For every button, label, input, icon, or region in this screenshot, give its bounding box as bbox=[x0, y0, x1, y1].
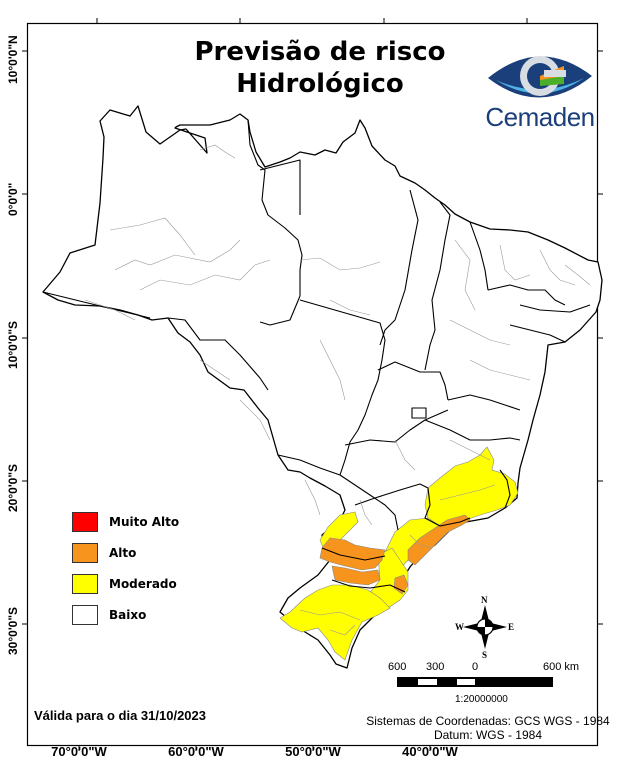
risk-alto-regions bbox=[319, 514, 471, 595]
lat-label-10s: 10°0'0"S bbox=[6, 320, 20, 369]
compass-e: E bbox=[508, 622, 515, 632]
validity-date: Válida para o dia 31/10/2023 bbox=[34, 708, 206, 723]
compass-n: N bbox=[481, 595, 488, 605]
legend-item-baixo: Baixo bbox=[72, 599, 179, 630]
legend-swatch-moderado bbox=[72, 573, 98, 594]
scale-bar bbox=[397, 677, 553, 687]
legend-item-alto: Alto bbox=[72, 537, 179, 568]
legend-swatch-baixo bbox=[72, 604, 98, 625]
region-boundaries bbox=[84, 144, 591, 636]
legend-label: Baixo bbox=[109, 607, 147, 622]
brazil-outline bbox=[42, 105, 603, 669]
lon-label-70w: 70°0'0"W bbox=[51, 744, 107, 759]
map-title: Previsão de risco Hidrológico bbox=[160, 36, 480, 100]
legend-label: Moderado bbox=[109, 576, 177, 591]
lon-label-50w: 50°0'0"W bbox=[285, 744, 341, 759]
lat-label-30s: 30°0'0"S bbox=[6, 606, 20, 655]
legend-item-moderado: Moderado bbox=[72, 568, 179, 599]
lat-label-0: 0°0'0" bbox=[6, 182, 20, 216]
scale-label-300: 300 bbox=[426, 661, 445, 673]
title-line-2: Hidrológico bbox=[236, 69, 404, 99]
datum: Datum: WGS - 1984 bbox=[433, 728, 543, 742]
scale-label-600-km: 600 km bbox=[543, 661, 580, 673]
logo-text: Cemaden bbox=[485, 102, 595, 132]
scale-label-0: 0 bbox=[472, 661, 479, 673]
legend-swatch-alto bbox=[72, 542, 98, 563]
scale-ratio: 1:20000000 bbox=[455, 694, 508, 705]
lon-label-40w: 40°0'0"W bbox=[402, 744, 458, 759]
legend-label: Muito Alto bbox=[109, 514, 180, 529]
legend-swatch-muito-alto bbox=[72, 511, 98, 532]
coordinate-info: Sistemas de Coordenadas: GCS WGS - 1984 … bbox=[338, 714, 638, 742]
cemaden-eye-logo-icon bbox=[488, 56, 592, 98]
state-boundaries bbox=[42, 119, 591, 593]
lat-label-20s: 20°0'0"S bbox=[6, 463, 20, 512]
title-line-1: Previsão de risco bbox=[194, 37, 446, 67]
coordinate-system: Sistemas de Coordenadas: GCS WGS - 1984 bbox=[366, 714, 610, 728]
risk-moderado-regions bbox=[279, 446, 519, 661]
compass-w: W bbox=[455, 622, 464, 632]
compass-s: S bbox=[482, 650, 488, 660]
lat-label-10n: 10°0'0"N bbox=[6, 35, 20, 84]
legend-label: Alto bbox=[109, 545, 137, 560]
north-arrow-compass bbox=[463, 605, 507, 649]
legend-item-muito-alto: Muito Alto bbox=[72, 506, 179, 537]
legend: Muito Alto Alto Moderado Baixo bbox=[72, 506, 179, 630]
scale-label-600-left: 600 bbox=[388, 661, 407, 673]
lon-label-60w: 60°0'0"W bbox=[168, 744, 224, 759]
cemaden-logo: Cemaden bbox=[484, 46, 596, 138]
